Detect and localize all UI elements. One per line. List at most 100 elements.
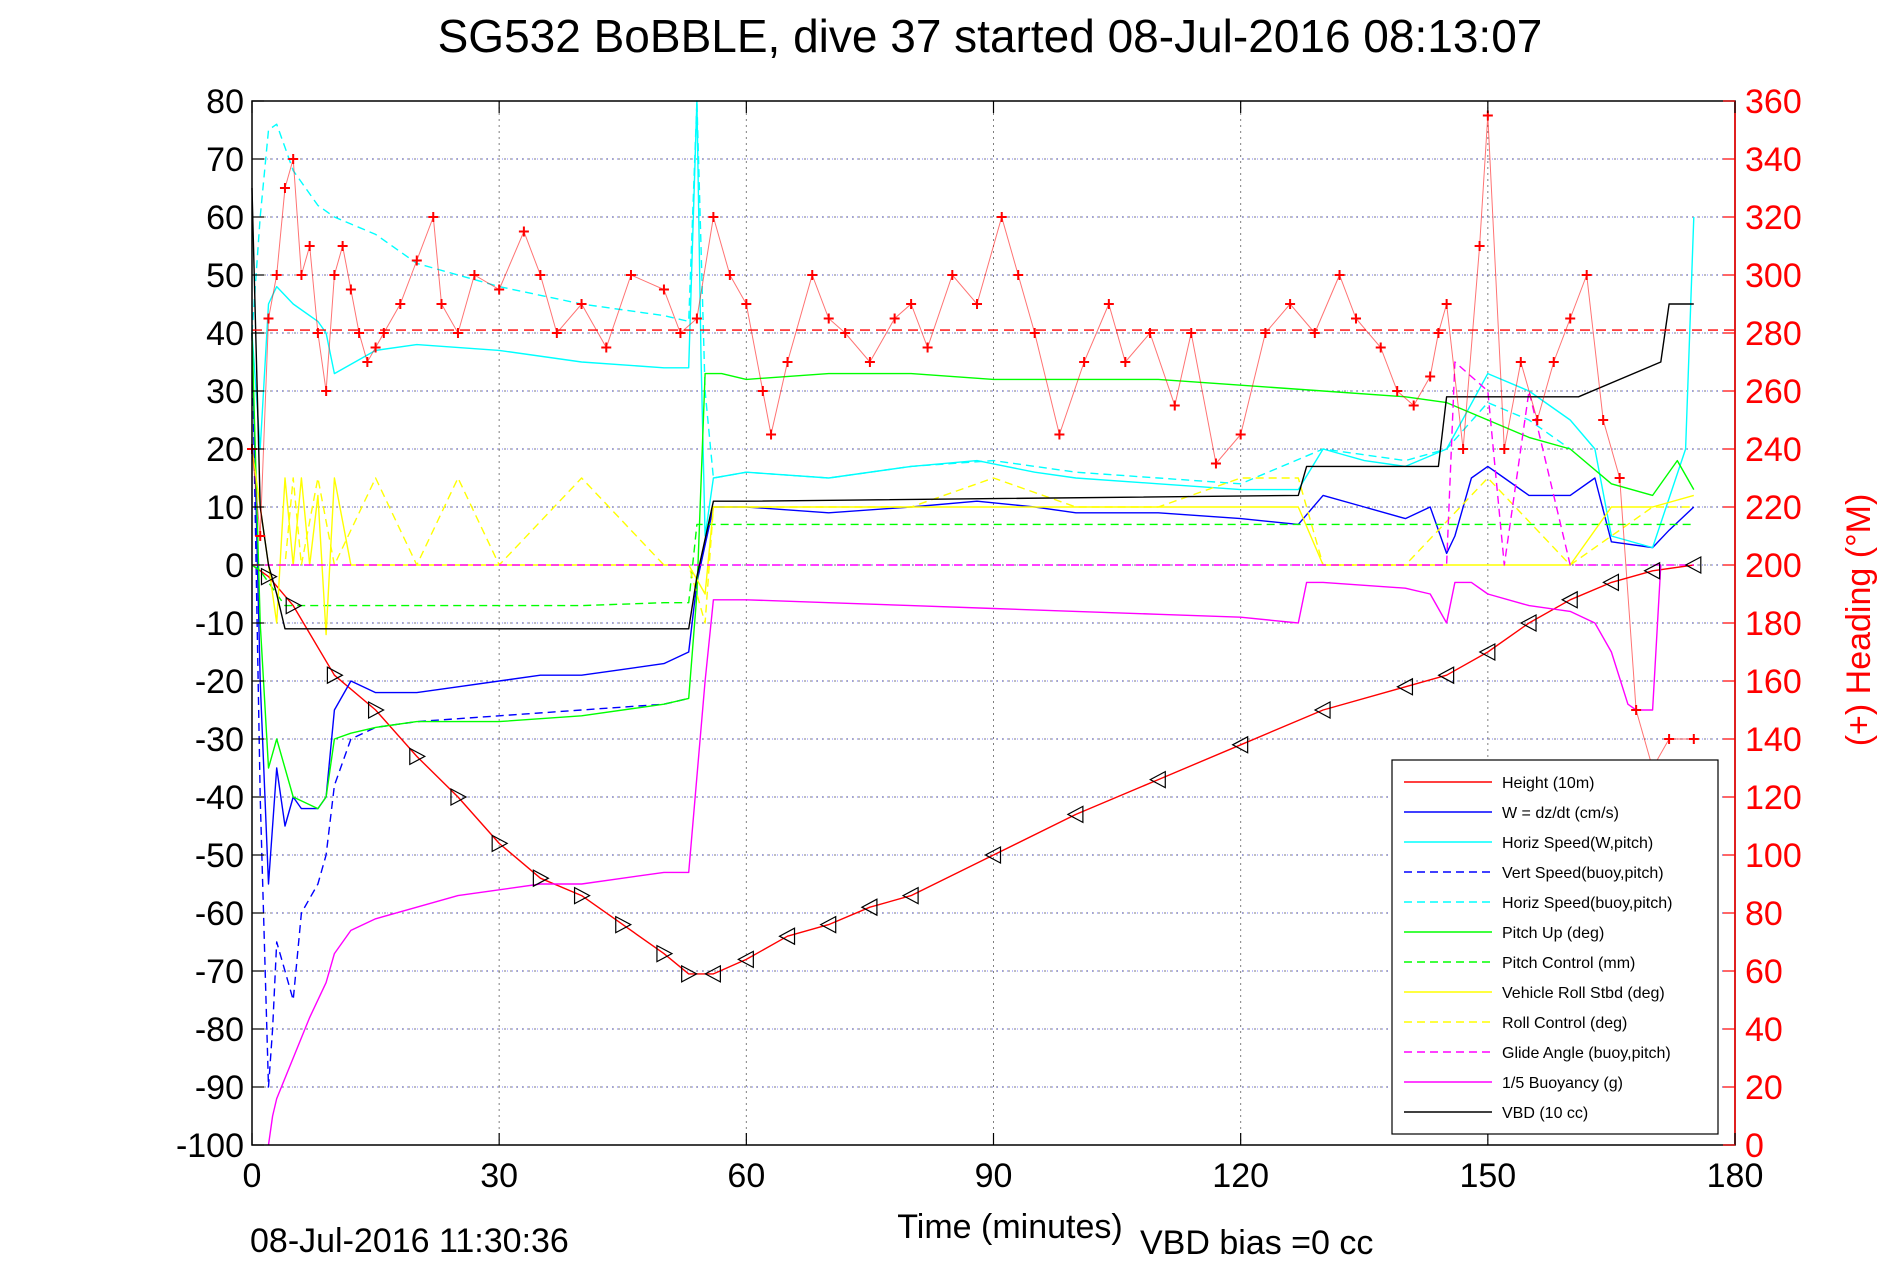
legend-entry: Height (10m)	[1502, 775, 1594, 792]
series-line-3	[251, 332, 689, 1088]
legend-entry: VBD (10 cc)	[1502, 1105, 1588, 1122]
depth-marker	[1560, 590, 1578, 609]
y-tick-label: 60	[206, 199, 244, 237]
y-right-tick-label: 240	[1745, 431, 1802, 469]
heading-marker	[757, 386, 768, 396]
legend-entry: Roll Control (deg)	[1502, 1015, 1627, 1032]
heading-marker	[395, 299, 406, 309]
heading-marker	[864, 357, 875, 367]
depth-marker	[681, 964, 698, 983]
heading-marker	[1408, 400, 1419, 411]
heading-layer	[247, 110, 1735, 773]
heading-marker	[271, 270, 282, 280]
x-tick-label: 120	[1212, 1157, 1269, 1195]
x-axis-label: Time (minutes)	[897, 1208, 1122, 1246]
heading-marker	[1614, 473, 1625, 483]
depth-marker	[260, 567, 278, 586]
heading-marker	[1334, 270, 1345, 280]
heading-marker	[370, 342, 381, 353]
depth-marker	[984, 846, 1002, 864]
heading-marker	[296, 270, 307, 280]
depth-marker	[1396, 677, 1414, 696]
heading-marker	[823, 313, 834, 324]
heading-marker	[1309, 328, 1320, 338]
heading-marker	[411, 255, 422, 266]
depth-marker	[737, 950, 754, 969]
y-tick-label: 80	[206, 83, 244, 121]
series-line-9	[252, 361, 1694, 566]
heading-marker	[1474, 241, 1485, 251]
y-tick-label: -50	[195, 837, 244, 875]
heading-marker	[329, 270, 340, 280]
y-axis-right-label: (+) Heading (°M)	[1840, 494, 1878, 747]
legend-entry: Horiz Speed(W,pitch)	[1502, 835, 1653, 852]
heading-marker	[321, 386, 332, 396]
heading-marker	[1079, 357, 1090, 367]
y-right-tick-label: 80	[1745, 895, 1783, 933]
heading-marker	[922, 342, 933, 353]
heading-marker	[1499, 444, 1510, 454]
series-line-11	[251, 187, 1694, 630]
heading-marker	[625, 270, 636, 280]
heading-marker	[1260, 328, 1271, 338]
heading-marker	[675, 328, 686, 338]
series-line-4	[251, 100, 1571, 485]
y-tick-label: -90	[195, 1069, 244, 1107]
heading-marker	[263, 313, 274, 324]
chart-title: SG532 BoBBLE, dive 37 started 08-Jul-201…	[438, 10, 1543, 62]
heading-line	[251, 115, 1694, 770]
heading-marker	[906, 299, 917, 309]
depth-marker	[326, 666, 344, 685]
legend-entry: 1/5 Buoyancy (g)	[1502, 1075, 1623, 1092]
depth-marker	[1478, 643, 1496, 661]
legend-entry: Pitch Control (mm)	[1502, 955, 1635, 972]
heading-marker	[518, 226, 529, 237]
heading-marker	[1029, 328, 1040, 338]
depth-marker	[1313, 701, 1331, 719]
y-right-tick-label: 340	[1745, 141, 1802, 179]
heading-marker	[889, 313, 900, 324]
heading-marker	[840, 328, 851, 338]
depth-marker	[656, 944, 674, 963]
depth-marker	[1437, 666, 1455, 685]
depth-marker	[409, 747, 427, 766]
series-line-5	[251, 332, 1695, 810]
heading-marker	[469, 270, 480, 280]
y-tick-label: 10	[206, 489, 244, 527]
heading-marker	[354, 328, 365, 338]
depth-marker	[860, 898, 878, 917]
heading-marker	[312, 328, 323, 338]
heading-marker	[255, 531, 266, 541]
depth-marker	[532, 869, 550, 888]
depth-marker	[615, 915, 633, 934]
heading-marker	[1210, 458, 1221, 469]
heading-marker	[1285, 299, 1296, 309]
heading-marker	[601, 342, 612, 353]
depth-marker	[491, 834, 509, 853]
heading-marker	[337, 241, 348, 251]
y-right-tick-label: 280	[1745, 315, 1802, 353]
heading-marker	[1145, 328, 1156, 338]
x-tick-label: 30	[480, 1157, 518, 1195]
heading-marker	[362, 357, 373, 367]
heading-marker	[535, 270, 546, 280]
series-line-10	[267, 564, 1662, 1146]
heading-marker	[1598, 415, 1609, 425]
y-right-tick-label: 20	[1745, 1069, 1783, 1107]
y-tick-label: 20	[206, 431, 244, 469]
y-right-tick-label: 220	[1745, 489, 1802, 527]
x-tick-label: 180	[1707, 1157, 1764, 1195]
heading-marker	[741, 299, 752, 309]
heading-marker	[1565, 313, 1576, 324]
y-right-tick-label: 360	[1745, 83, 1802, 121]
heading-marker	[708, 212, 719, 222]
heading-marker	[1532, 415, 1543, 425]
footer-timestamp: 08-Jul-2016 11:30:36	[250, 1222, 569, 1260]
heading-marker	[1441, 299, 1452, 309]
depth-marker	[901, 886, 919, 905]
depth-marker	[1519, 614, 1537, 632]
heading-marker	[304, 241, 315, 251]
x-tick-label: 150	[1459, 1157, 1516, 1195]
y-right-tick-label: 60	[1745, 953, 1783, 991]
y-tick-label: -60	[195, 895, 244, 933]
